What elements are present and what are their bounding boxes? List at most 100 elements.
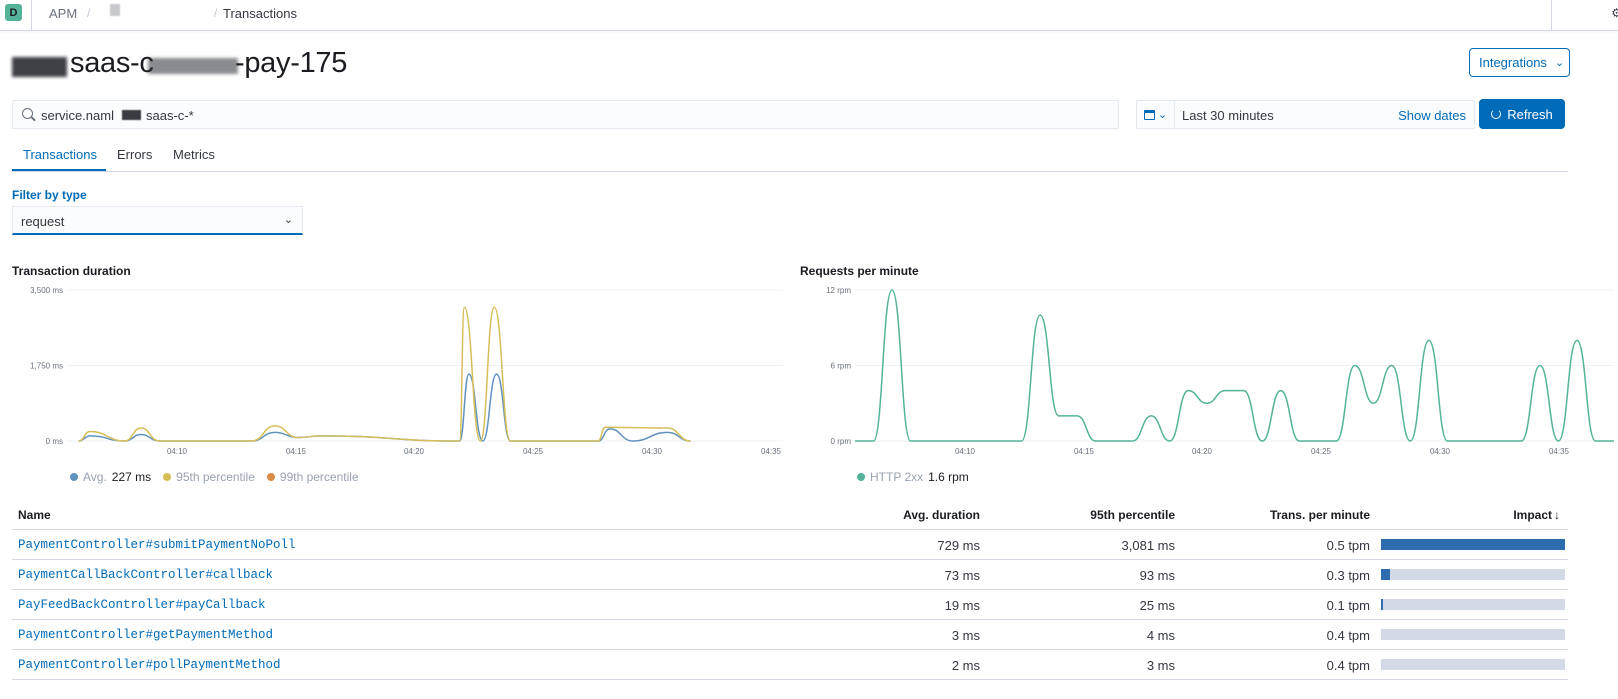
col-impact[interactable]: Impact [1513,508,1552,522]
redacted-service-crumb [110,4,120,16]
refresh-label: Refresh [1507,106,1553,122]
transaction-duration-title: Transaction duration [12,264,131,278]
search-query-field: service.naml [41,108,114,123]
x-tick-label: 04:25 [523,447,544,456]
impact-bar-fill [1381,569,1391,580]
calendar-icon [1143,109,1155,120]
series-line[interactable] [855,289,1614,442]
impact-bar-fill [1381,539,1565,550]
app-menu-badge[interactable]: D [5,4,22,21]
transaction-name-link[interactable]: PaymentController#submitPaymentNoPoll [18,538,296,552]
legend-p95[interactable]: 95th percentile [163,470,255,484]
x-tick-label: 04:35 [761,447,782,456]
transaction-type-select[interactable]: request ⌄ [12,206,303,235]
rpm-legend: HTTP 2xx 1.6 rpm [857,470,969,484]
x-tick-label: 04:35 [1549,447,1570,456]
quick-select-button[interactable]: ⌄ [1137,101,1175,128]
tab-metrics[interactable]: Metrics [173,147,215,162]
transaction-name-link[interactable]: PayFeedBackController#payCallback [18,598,266,612]
p95-cell: 3 ms [1146,658,1175,673]
chevron-down-icon: ⌄ [283,214,293,226]
x-tick-label: 04:15 [286,447,307,456]
avg-dot-icon [70,473,78,481]
y-tick-label: 12 rpm [826,286,851,295]
col-tpm[interactable]: Trans. per minute [1269,508,1370,522]
legend-p95-label: 95th percentile [176,470,255,484]
select-value: request [21,214,65,229]
show-dates-link[interactable]: Show dates [1398,108,1466,123]
p95-dot-icon [163,473,172,481]
refresh-icon [1491,109,1502,119]
divider [31,0,32,31]
top-nav-bar: D APM / / Transactions ⚙ [0,0,1618,31]
tpm-cell: 0.1 tpm [1326,598,1370,613]
transaction-duration-chart[interactable]: 3,500 ms 1,750 ms 0 ms 04:10 04:15 04:20 04:25… [12,282,787,460]
redacted-title-prefix [12,57,67,77]
avg-duration-cell: 2 ms [951,658,980,673]
kuery-search-bar[interactable]: service.naml saas-c-* [12,100,1119,129]
breadcrumb-separator: / [87,6,91,20]
table-row: PaymentController#pollPaymentMethod 2 ms 3… [12,650,1568,680]
series-line[interactable] [78,373,691,442]
col-p95[interactable]: 95th percentile [1090,508,1175,522]
legend-avg-label: Avg. [83,470,107,484]
transaction-name-link[interactable]: PaymentController#getPaymentMethod [18,628,274,642]
refresh-button[interactable]: Refresh [1479,99,1565,129]
tpm-cell: 0.4 tpm [1326,658,1370,673]
sort-arrow-down-icon[interactable]: ↓ [1554,508,1560,522]
requests-per-minute-chart[interactable]: 12 rpm 6 rpm 0 rpm 04:10 04:15 04:20 04:25 04:3… [800,282,1618,460]
table-row: PayFeedBackController#payCallback 19 ms 25… [12,590,1568,620]
integrations-button[interactable]: Integrations ⌄ [1469,48,1570,77]
legend-http-value: 1.6 rpm [928,470,969,484]
table-header: Name Avg. duration 95th percentile Trans… [12,500,1568,530]
impact-bar [1381,599,1565,610]
col-avg-duration[interactable]: Avg. duration [903,508,980,522]
x-tick-label: 04:30 [642,447,663,456]
date-range-text: Last 30 minutes [1182,108,1274,123]
impact-bar [1381,569,1565,580]
breadcrumb-apm[interactable]: APM [49,6,78,21]
redacted-title-middle [148,58,238,74]
avg-duration-cell: 729 ms [937,538,980,553]
tpm-cell: 0.4 tpm [1326,628,1370,643]
legend-p99[interactable]: 99th percentile [266,470,359,484]
p95-cell: 25 ms [1139,598,1175,613]
p95-cell: 93 ms [1139,568,1175,583]
col-name[interactable]: Name [18,508,51,522]
y-tick-label: 0 rpm [831,437,852,446]
date-picker[interactable]: ⌄ Last 30 minutes Show dates [1136,100,1475,129]
page-title: saas-c [70,47,154,79]
impact-bar [1381,629,1565,640]
help-icon[interactable]: ⚙ [1611,6,1618,20]
transaction-name-link[interactable]: PaymentCallBackController#callback [18,568,274,582]
breadcrumb-transactions: Transactions [223,6,297,21]
tpm-cell: 0.3 tpm [1326,568,1370,583]
divider [1551,0,1552,31]
legend-avg[interactable]: Avg. 227 ms [70,470,151,484]
y-tick-label: 3,500 ms [30,286,63,295]
tab-errors[interactable]: Errors [117,147,153,162]
search-query-value: saas-c-* [146,108,194,123]
filter-by-type-label: Filter by type [12,188,87,202]
legend-p99-label: 99th percentile [279,470,359,484]
http2xx-dot-icon [857,473,865,481]
page-title-suffix: -pay-175 [235,47,348,79]
tpm-cell: 0.5 tpm [1326,538,1370,553]
transaction-name-link[interactable]: PaymentController#pollPaymentMethod [18,658,281,672]
y-tick-label: 6 rpm [831,362,852,371]
chevron-down-icon: ⌄ [1554,57,1565,69]
search-icon [22,108,33,119]
impact-bar-fill [1381,599,1383,610]
integrations-label: Integrations [1479,55,1547,70]
series-line[interactable] [78,306,691,442]
duration-legend: Avg. 227 ms 95th percentile 99th percent… [70,470,359,484]
tab-bar: Transactions Errors Metrics [12,139,1568,172]
x-tick-label: 04:25 [1311,447,1332,456]
x-tick-label: 04:10 [955,447,976,456]
p99-dot-icon [266,473,275,481]
legend-avg-value: 227 ms [111,470,152,484]
tab-transactions[interactable]: Transactions [23,147,97,162]
y-tick-label: 1,750 ms [30,362,63,371]
active-tab-indicator [12,169,106,171]
legend-http2xx[interactable]: HTTP 2xx 1.6 rpm [857,470,969,484]
